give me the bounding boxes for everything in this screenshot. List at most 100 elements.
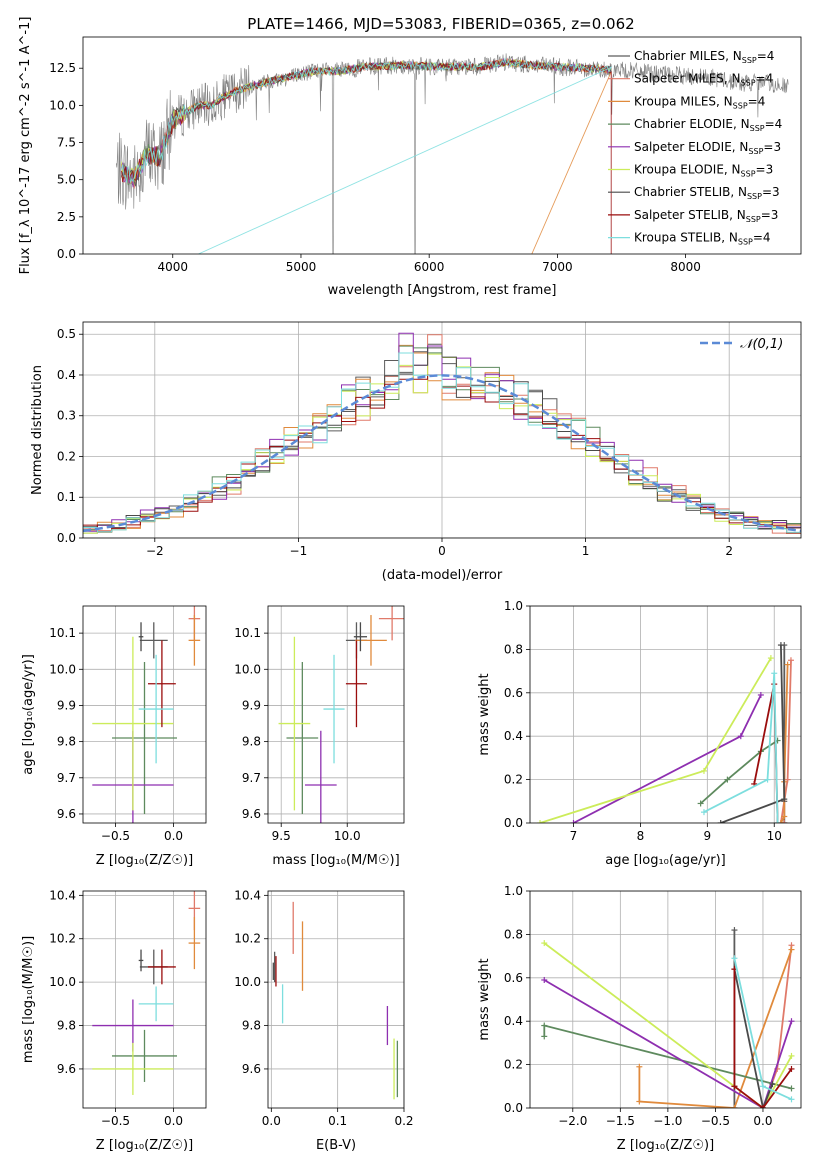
y-tick-label: 0.5	[57, 327, 76, 341]
x-axis-label: mass [log₁₀(M/M☉)]	[272, 853, 399, 868]
model-spectrum-line	[121, 57, 613, 254]
y-tick-label: 10.4	[234, 888, 261, 902]
x-tick-label: 10	[767, 829, 782, 843]
y-tick-label: 0.0	[504, 1101, 523, 1115]
legend-label: Chabrier STELIB, NSSP=3	[634, 185, 780, 201]
x-axis-label: Z [log₁₀(Z/Z☉)]	[96, 853, 193, 868]
mass-weight-line	[733, 969, 793, 1108]
legend-label: Salpeter ELODIE, NSSP=3	[634, 140, 781, 156]
y-tick-label: 1.0	[504, 884, 523, 898]
axes-spectrum: 4000 5000 6000 7000 8000 0.0 2.5 5.0 7.5 10.0 12.5…	[18, 17, 802, 298]
x-tick-label: 9	[704, 829, 712, 843]
y-tick-label: 0.2	[57, 449, 76, 463]
x-tick-label: 8	[637, 829, 645, 843]
axes-frame	[82, 890, 207, 1109]
legend-count: =4	[753, 231, 771, 245]
y-tick-label: 2.5	[57, 210, 76, 224]
y-tick-label: 0.4	[504, 729, 523, 743]
x-tick-label: 0.0	[753, 1114, 772, 1128]
legend-subscript: SSP	[742, 56, 757, 65]
x-axis-label: wavelength [Angstrom, rest frame]	[328, 283, 557, 298]
axes-mass_weight_vs_age: 7 8 9 10 0.0 0.2 0.4 0.6 0.8 1.0 age [log₁₀(age/yr…	[477, 599, 802, 868]
y-tick-label: 9.6	[57, 807, 76, 821]
y-axis-label: mass [log₁₀(M/M☉)]	[21, 936, 36, 1063]
x-tick-label: 9.5	[272, 829, 291, 843]
y-tick-label: 9.7	[242, 771, 261, 785]
x-tick-label: 7	[570, 829, 578, 843]
legend-count: =3	[763, 140, 781, 154]
legend-label: Salpeter MILES, NSSP=4	[634, 72, 773, 88]
legend-subscript: SSP	[738, 238, 753, 247]
y-tick-label: 0.8	[504, 927, 523, 941]
x-tick-label: 8000	[670, 260, 701, 274]
legend-label: Salpeter STELIB, NSSP=3	[634, 208, 778, 224]
figure-title: PLATE=1466, MJD=53083, FIBERID=0365, z=0…	[247, 15, 634, 33]
x-tick-label: −1	[290, 544, 308, 558]
legend-count: =4	[748, 94, 766, 108]
x-axis-label: E(B-V)	[316, 1138, 356, 1153]
y-tick-label: 12.5	[49, 61, 76, 75]
legend-label: 𝒩(0,1)	[740, 337, 783, 352]
x-tick-label: 7000	[542, 260, 573, 274]
x-tick-label: −2	[146, 544, 164, 558]
y-tick-label: 5.0	[57, 173, 76, 187]
x-tick-label: −0.5	[701, 1114, 730, 1128]
x-tick-label: 2	[725, 544, 733, 558]
x-tick-label: −0.5	[101, 1114, 130, 1128]
x-tick-label: 4000	[157, 260, 188, 274]
model-spectrum-line	[121, 59, 612, 187]
axes-residuals: −2 −1 0 1 2 0.0 0.1 0.2 0.3 0.4 0.5 𝒩(0,1) (data-mod…	[30, 321, 802, 583]
histogram-step	[83, 347, 801, 530]
x-tick-label: 0.0	[164, 829, 183, 843]
y-tick-label: 10.0	[49, 662, 76, 676]
plot-area-mass_weight_vs_Z	[530, 891, 801, 1108]
y-tick-label: 9.8	[57, 735, 76, 749]
x-axis-label: (data-model)/error	[382, 568, 503, 583]
legend-count: =3	[756, 163, 774, 177]
legend-label: Chabrier MILES, NSSP=4	[634, 49, 774, 65]
mass-weight-line	[733, 968, 774, 1108]
y-tick-label: 0.3	[57, 409, 76, 423]
x-tick-label: 0.0	[262, 1114, 281, 1128]
legend-count: =3	[761, 208, 779, 222]
x-axis-label: age [log₁₀(age/yr)]	[605, 853, 726, 868]
mass-weight-line	[543, 942, 793, 1108]
y-tick-label: 0.0	[57, 247, 76, 261]
y-tick-label: 10.0	[49, 975, 76, 989]
y-tick-label: 9.6	[242, 1062, 261, 1076]
x-tick-label: 5000	[286, 260, 317, 274]
axes-age_vs_mass: 9.5 10.0 9.6 9.7 9.8 9.9 10.0 10.1 mass [log₁₀(M…	[234, 605, 405, 868]
legend-count: =4	[765, 117, 783, 131]
plot-area-age_vs_Z	[83, 606, 206, 823]
legend-label: Kroupa MILES, NSSP=4	[634, 94, 765, 110]
legend-subscript: SSP	[748, 147, 763, 156]
legend-subscript: SSP	[733, 101, 748, 110]
y-tick-label: 0.1	[57, 490, 76, 504]
y-tick-label: 0.0	[57, 531, 76, 545]
y-tick-label: 0.2	[504, 1058, 523, 1072]
y-tick-label: 10.0	[234, 662, 261, 676]
axes-mass_vs_Z: −0.5 0.0 9.6 9.8 10.0 10.2 10.4 Z [log₁₀(Z/Z☉)]…	[21, 888, 207, 1153]
axes-frame	[267, 605, 405, 824]
mass-weight-line	[703, 673, 779, 823]
x-axis-label: Z [log₁₀(Z/Z☉)]	[96, 1138, 193, 1153]
legend-subscript: SSP	[746, 215, 761, 224]
x-axis-label: Z [log₁₀(Z/Z☉)]	[617, 1138, 714, 1153]
histogram-step	[83, 332, 801, 532]
y-tick-label: 0.0	[504, 816, 523, 830]
axes-frame	[529, 605, 802, 824]
y-tick-label: 9.8	[242, 1019, 261, 1033]
y-tick-label: 10.2	[234, 932, 261, 946]
legend-label: Kroupa STELIB, NSSP=4	[634, 231, 771, 247]
legend-subscript: SSP	[747, 192, 762, 201]
legend-label: Chabrier ELODIE, NSSP=4	[634, 117, 782, 133]
y-tick-label: 10.0	[49, 98, 76, 112]
plot-area-mass_vs_Z	[83, 891, 206, 1108]
x-tick-label: 1	[582, 544, 590, 558]
plot-area-mass_vs_EBV	[268, 891, 404, 1108]
x-tick-label: 0.1	[328, 1114, 347, 1128]
plot-area-mass_weight_vs_age	[530, 606, 801, 823]
y-tick-label: 10.0	[234, 975, 261, 989]
mass-weight-line	[638, 949, 793, 1108]
